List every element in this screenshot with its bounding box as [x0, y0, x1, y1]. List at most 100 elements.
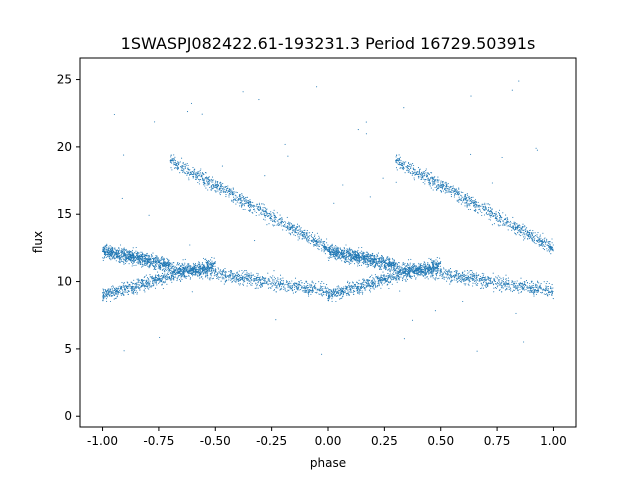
data-point — [544, 237, 546, 239]
data-point — [233, 196, 235, 198]
data-point — [330, 290, 332, 292]
data-point — [119, 257, 121, 260]
data-point — [549, 243, 551, 245]
data-point — [393, 273, 395, 276]
data-point — [323, 248, 326, 250]
data-point — [407, 167, 409, 169]
data-point — [170, 278, 172, 280]
data-point — [130, 290, 132, 292]
data-point — [442, 184, 445, 186]
data-point — [215, 186, 217, 188]
data-point — [442, 186, 444, 188]
data-point — [431, 261, 433, 263]
data-point — [348, 285, 351, 287]
data-point — [109, 290, 111, 292]
data-point — [183, 170, 185, 172]
data-point — [154, 279, 156, 281]
data-point — [224, 186, 226, 188]
data-point — [482, 203, 484, 205]
data-point — [367, 280, 369, 282]
data-point — [276, 220, 278, 222]
data-point — [333, 292, 335, 295]
data-point — [370, 281, 372, 283]
data-point — [353, 263, 356, 265]
data-point — [127, 291, 129, 294]
data-point — [437, 181, 439, 183]
data-point — [427, 262, 429, 264]
data-point — [380, 275, 382, 277]
data-point — [234, 194, 236, 196]
data-point — [128, 263, 130, 265]
data-point — [186, 173, 188, 175]
data-point — [520, 228, 522, 230]
data-point — [105, 249, 108, 251]
data-point — [546, 250, 548, 252]
data-point — [187, 167, 189, 169]
data-point — [446, 189, 448, 192]
data-point — [210, 265, 212, 267]
data-point — [115, 297, 117, 299]
data-point — [398, 154, 400, 156]
data-point — [209, 183, 211, 185]
data-point — [401, 162, 404, 164]
data-point — [339, 248, 342, 250]
data-point — [520, 230, 522, 232]
data-point — [412, 168, 415, 170]
data-point — [358, 262, 360, 264]
data-point — [297, 239, 299, 241]
data-point — [346, 282, 349, 284]
data-point — [146, 280, 148, 282]
data-point — [398, 160, 400, 162]
data-point — [297, 230, 299, 232]
data-point — [185, 164, 187, 166]
data-point — [396, 274, 398, 276]
data-point — [297, 232, 299, 234]
data-point — [147, 284, 149, 286]
data-point — [173, 154, 175, 156]
data-point — [397, 159, 399, 161]
data-point — [146, 253, 148, 255]
data-point — [131, 259, 133, 261]
data-point — [142, 282, 144, 285]
data-point — [324, 244, 326, 246]
data-point — [166, 275, 168, 277]
data-point — [377, 264, 379, 267]
data-point — [382, 271, 384, 273]
data-point — [515, 228, 517, 230]
data-point — [434, 180, 436, 182]
data-point — [241, 200, 243, 202]
data-point — [359, 288, 361, 290]
data-point — [391, 283, 393, 285]
data-point — [503, 222, 505, 224]
data-point — [546, 239, 548, 241]
data-point — [271, 215, 273, 218]
data-point — [342, 291, 344, 293]
data-point — [211, 265, 213, 267]
data-point — [327, 288, 330, 290]
data-point — [241, 193, 243, 195]
data-point — [128, 287, 130, 289]
data-point — [425, 174, 428, 176]
data-point — [364, 289, 366, 291]
data-point — [477, 201, 479, 203]
data-point — [323, 240, 325, 243]
data-point — [303, 236, 305, 238]
data-point — [303, 238, 305, 240]
data-point — [160, 275, 162, 277]
data-point — [125, 256, 128, 258]
data-point — [380, 268, 382, 270]
data-point — [454, 192, 456, 194]
data-point — [402, 167, 404, 169]
data-point — [167, 268, 169, 270]
data-point — [335, 288, 337, 290]
data-point — [500, 221, 502, 223]
data-point — [411, 268, 413, 270]
data-point — [240, 202, 242, 204]
data-point — [116, 288, 118, 290]
data-point — [356, 288, 358, 290]
data-point — [288, 224, 290, 226]
data-point — [373, 288, 375, 290]
data-point — [517, 227, 519, 229]
data-point — [316, 241, 318, 243]
data-point — [204, 178, 206, 180]
